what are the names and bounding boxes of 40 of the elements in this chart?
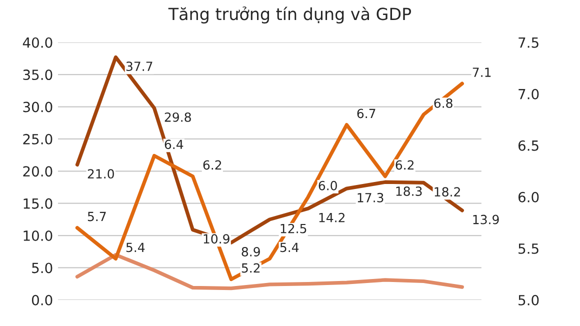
data-label: 18.2 — [434, 187, 460, 197]
data-label: 5.2 — [242, 263, 260, 273]
y2-tick-label: 6.5 — [518, 140, 538, 151]
y-tick-label: 15.0 — [24, 198, 52, 209]
data-label: 37.7 — [126, 62, 152, 72]
data-label: 14.2 — [319, 212, 344, 222]
y2-tick-label: 5.5 — [518, 244, 538, 254]
line-series — [75, 82, 464, 282]
data-label: 8.9 — [242, 247, 260, 256]
y-tick-label: 40.0 — [22, 37, 52, 48]
y-tick-label: 30.0 — [23, 102, 52, 112]
data-label: 5.7 — [88, 212, 106, 222]
y-tick-label: 5.0 — [32, 262, 52, 274]
chart-title: Tăng trưởng tín dụng và GDP — [168, 6, 412, 24]
data-label: 6.8 — [434, 98, 452, 108]
data-label: 17.3 — [358, 192, 384, 202]
data-label: 6.4 — [164, 140, 184, 150]
data-label: 12.5 — [280, 224, 306, 234]
y-tick-label: 20.0 — [23, 166, 52, 177]
line-series — [75, 55, 464, 244]
data-label: 6.7 — [357, 108, 376, 118]
data-label: 13.9 — [473, 214, 499, 224]
data-label: 6.2 — [396, 160, 414, 170]
data-label: 29.8 — [164, 112, 191, 122]
y-tick-label: 25.0 — [23, 134, 52, 144]
y-tick-label: 10.0 — [24, 230, 52, 242]
data-label: 7.1 — [472, 68, 491, 77]
y2-tick-label: 5.0 — [518, 294, 539, 306]
data-label: 6.2 — [203, 160, 222, 170]
y2-tick-label: 7.0 — [518, 88, 539, 100]
data-label: 10.9 — [204, 234, 230, 244]
data-label: 5.4 — [280, 242, 299, 252]
y2-tick-label: 6.0 — [518, 192, 539, 202]
data-label: 6.0 — [318, 180, 337, 190]
data-label: 21.0 — [88, 169, 114, 179]
data-label: 18.3 — [396, 186, 422, 196]
y-tick-label: 0.0 — [32, 294, 52, 306]
y-tick-label: 35.0 — [23, 70, 52, 80]
data-label: 5.4 — [126, 242, 145, 252]
y2-tick-label: 7.5 — [518, 38, 538, 48]
